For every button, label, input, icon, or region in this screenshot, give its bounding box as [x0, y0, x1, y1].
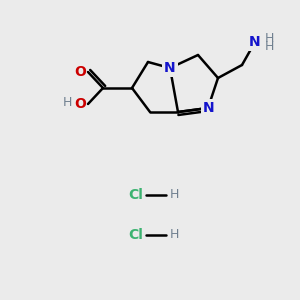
Text: H: H — [170, 229, 179, 242]
Text: O: O — [74, 65, 86, 79]
Text: H: H — [265, 32, 274, 44]
Text: H: H — [265, 40, 274, 52]
Text: H: H — [170, 188, 179, 202]
Text: N: N — [203, 101, 215, 115]
Text: Cl: Cl — [128, 228, 143, 242]
Text: O: O — [74, 97, 86, 111]
Text: N: N — [249, 35, 261, 49]
Text: N: N — [164, 61, 176, 75]
Text: H: H — [63, 95, 72, 109]
Text: Cl: Cl — [128, 188, 143, 202]
